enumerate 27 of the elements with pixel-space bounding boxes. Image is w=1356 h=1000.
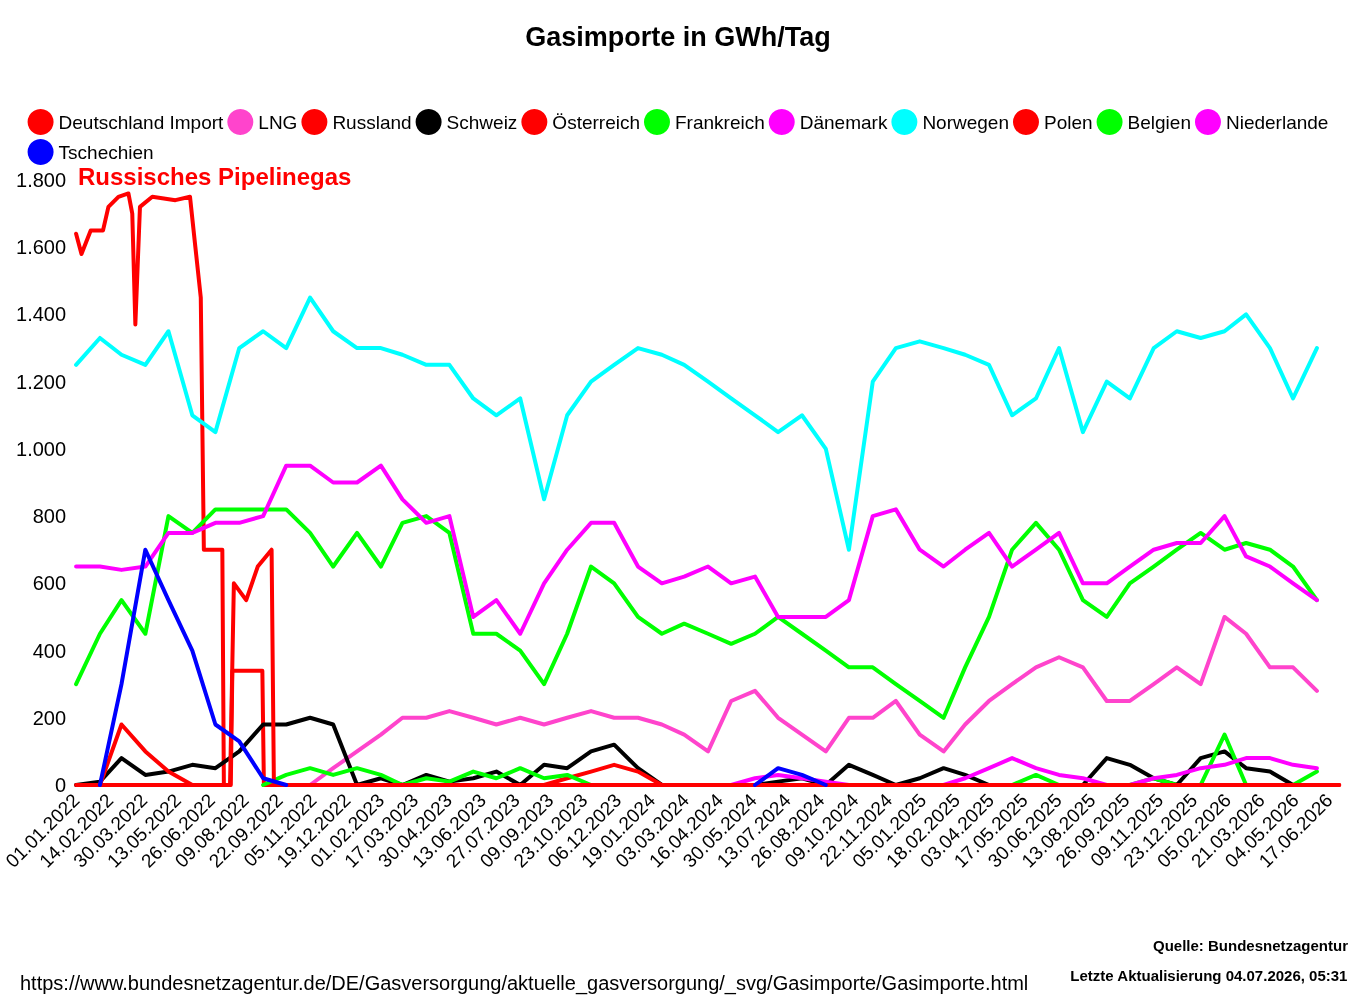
legend-label: LNG	[258, 111, 298, 133]
text: Letzte Aktualisierung 04.07.2026, 05:31	[1070, 967, 1348, 984]
legend-label: Dänemark	[799, 111, 888, 133]
y-tick-label: 200	[32, 706, 67, 729]
chart-title: Gasimporte in GWh/Tag	[525, 21, 831, 52]
source-note: Quelle: Bundesnetzagentur	[1152, 937, 1349, 954]
legend-label: Deutschland Import	[58, 111, 225, 133]
y-tick-label: 1.400	[16, 303, 67, 326]
y-tick-label: 800	[32, 505, 67, 528]
y-tick-label: 1.600	[16, 236, 67, 259]
y-tick-label: 1.000	[16, 437, 67, 460]
legend-label: Tschechien	[58, 141, 154, 163]
y-tick-label: 400	[32, 639, 67, 662]
text: https://www.bundesnetzagentur.de/DE/Gasversorgung/aktuelle_gasversorgung/_svg/Gasimporte/Gasimporte.html	[20, 972, 1029, 995]
annotation: Russisches Pipelinegas	[78, 162, 352, 190]
y-tick-label: 1.200	[16, 370, 67, 393]
y-tick-label: 0	[54, 774, 67, 796]
legend-label: Frankreich	[674, 111, 765, 133]
legend-label: Österreich	[552, 111, 640, 133]
legend-label: Belgien	[1127, 111, 1191, 133]
y-tick-label: 1.800	[16, 169, 67, 191]
y-tick-label: 600	[32, 572, 67, 595]
legend-label: Schweiz	[446, 111, 518, 133]
legend-label: Norwegen	[922, 111, 1009, 133]
legend-label: Niederlande	[1225, 111, 1329, 133]
legend-label: Polen	[1043, 111, 1093, 133]
legend-label: Russland	[332, 111, 412, 133]
